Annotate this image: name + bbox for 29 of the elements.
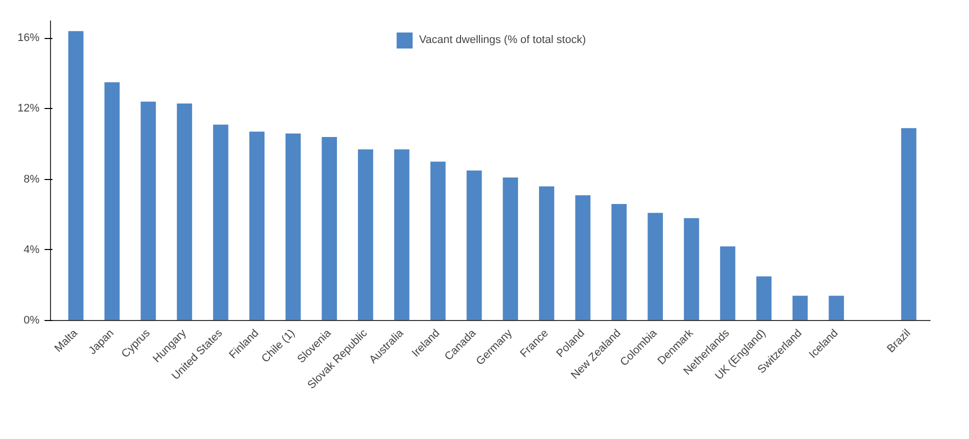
bar	[286, 133, 301, 320]
bar	[828, 296, 844, 320]
bar	[104, 82, 120, 320]
bar	[611, 204, 627, 320]
bar	[539, 186, 554, 320]
bar	[430, 162, 446, 320]
y-tick-label: 0%	[24, 314, 40, 326]
bar	[358, 149, 374, 320]
bar	[213, 124, 228, 320]
legend-label: Vacant dwellings (% of total stock)	[419, 34, 586, 46]
y-tick-label: 16%	[17, 32, 40, 44]
bar	[466, 170, 482, 320]
bar	[176, 103, 192, 320]
y-tick-label: 4%	[24, 244, 40, 256]
bar	[502, 178, 518, 320]
bar	[140, 102, 156, 320]
bar	[756, 276, 772, 320]
bar	[901, 128, 916, 320]
bar	[648, 212, 663, 320]
bar	[792, 296, 808, 320]
bar	[249, 132, 265, 320]
bar	[68, 31, 84, 320]
bar	[575, 195, 590, 320]
y-tick-label: 12%	[17, 102, 40, 115]
bar	[684, 218, 700, 320]
y-tick-label: 8%	[24, 173, 40, 186]
bar	[322, 136, 337, 320]
bar	[394, 149, 410, 320]
bar	[720, 246, 736, 320]
